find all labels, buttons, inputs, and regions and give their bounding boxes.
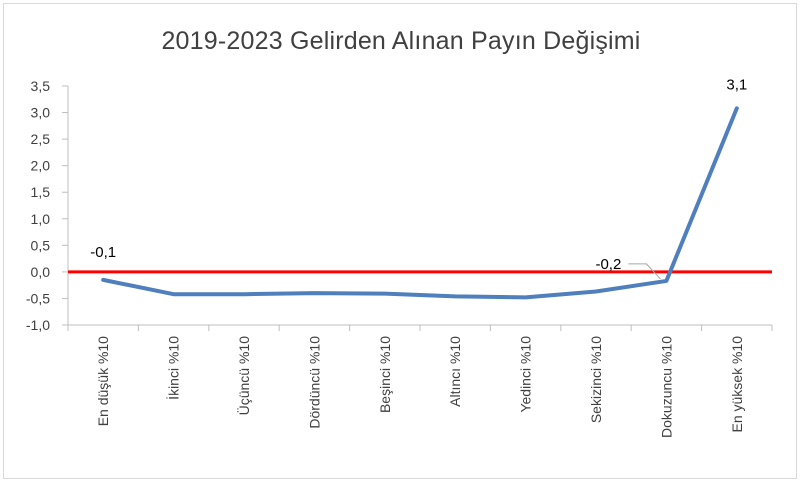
y-tick-label: 3,0 [31,105,51,121]
chart-title: 2019-2023 Gelirden Alınan Payın Değişimi [161,27,641,55]
data-label-leader-line [628,263,661,280]
x-category-label: Altıncı %10 [447,336,463,407]
x-category-label: Üçüncü %10 [235,336,252,416]
x-category-label: Sekizinci %10 [588,336,604,423]
y-tick-label: 0,5 [31,237,51,253]
y-tick-label: 2,5 [31,131,51,147]
x-category-label: İkinci %10 [165,336,182,400]
y-tick-label: 2,0 [31,158,51,174]
y-tick-label: -1,0 [26,317,50,333]
y-tick-label: 3,5 [31,78,51,94]
x-category-label: Dokuzuncu %10 [658,336,674,438]
x-category-label: En düşük %10 [95,336,111,426]
y-tick-label: 1,5 [31,184,51,200]
data-label: -0,1 [90,244,116,261]
data-label: 3,1 [726,76,747,93]
x-category-label: Dördüncü %10 [306,336,322,429]
label-layer: -0,1 -0,2 3,1 [90,76,747,280]
x-category-label: En yüksek %10 [729,336,745,433]
x-category-label: Beşinci %10 [377,336,393,413]
series-line [101,106,739,300]
x-category-label: Yedinci %10 [518,336,534,413]
data-label: -0,2 [595,256,621,273]
chart-frame [3,3,797,479]
axis-layer: 3,5 3,0 2,5 2,0 1,5 1,0 0,5 0,0 -0,5 -1,0 En düşük… [26,78,773,438]
y-tick-label: 0,0 [31,264,51,280]
y-tick-label: -0,5 [26,290,50,306]
y-tick-label: 1,0 [31,211,51,227]
series-layer [101,106,739,300]
